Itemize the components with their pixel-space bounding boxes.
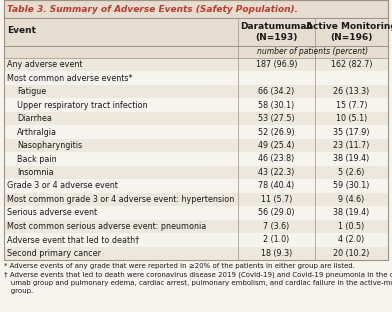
Text: Any adverse event: Any adverse event — [7, 60, 82, 69]
Text: Back pain: Back pain — [17, 154, 56, 163]
Text: Upper respiratory tract infection: Upper respiratory tract infection — [17, 101, 148, 110]
Text: 53 (27.5): 53 (27.5) — [258, 114, 295, 123]
Bar — [4, 139, 388, 152]
Text: † Adverse events that led to death were coronavirus disease 2019 (Covid-19) and : † Adverse events that led to death were … — [4, 271, 392, 278]
Text: Serious adverse event: Serious adverse event — [7, 208, 97, 217]
Bar — [4, 0, 388, 18]
Text: 46 (23.8): 46 (23.8) — [258, 154, 295, 163]
Text: 162 (82.7): 162 (82.7) — [331, 60, 372, 69]
Text: 2 (1.0): 2 (1.0) — [263, 235, 290, 244]
Bar — [4, 152, 388, 166]
Text: 187 (96.9): 187 (96.9) — [256, 60, 297, 69]
Text: 49 (25.4): 49 (25.4) — [258, 141, 295, 150]
Text: 35 (17.9): 35 (17.9) — [333, 128, 370, 137]
Bar — [4, 58, 388, 71]
Text: 5 (2.6): 5 (2.6) — [338, 168, 365, 177]
Text: Diarrhea: Diarrhea — [17, 114, 52, 123]
Text: Table 3. Summary of Adverse Events (Safety Population).: Table 3. Summary of Adverse Events (Safe… — [7, 4, 298, 13]
Text: Adverse event that led to death†: Adverse event that led to death† — [7, 235, 139, 244]
Bar — [4, 206, 388, 220]
Bar — [4, 0, 388, 260]
Text: Most common grade 3 or 4 adverse event: hypertension: Most common grade 3 or 4 adverse event: … — [7, 195, 234, 204]
Text: 4 (2.0): 4 (2.0) — [338, 235, 365, 244]
Text: 9 (4.6): 9 (4.6) — [338, 195, 365, 204]
Text: Arthralgia: Arthralgia — [17, 128, 57, 137]
Bar — [4, 18, 388, 46]
Text: Fatigue: Fatigue — [17, 87, 46, 96]
Text: Nasopharyngitis: Nasopharyngitis — [17, 141, 82, 150]
Text: number of patients (percent): number of patients (percent) — [258, 47, 368, 56]
Text: 43 (22.3): 43 (22.3) — [258, 168, 295, 177]
Text: 38 (19.4): 38 (19.4) — [333, 154, 370, 163]
Bar — [4, 166, 388, 179]
Bar — [4, 193, 388, 206]
Text: 59 (30.1): 59 (30.1) — [333, 182, 370, 190]
Text: Most common serious adverse event: pneumonia: Most common serious adverse event: pneum… — [7, 222, 206, 231]
Text: Event: Event — [7, 26, 36, 35]
Text: Second primary cancer: Second primary cancer — [7, 249, 101, 258]
Text: Daratumumab
(N=193): Daratumumab (N=193) — [240, 22, 313, 42]
Text: 38 (19.4): 38 (19.4) — [333, 208, 370, 217]
Bar — [4, 246, 388, 260]
Text: 23 (11.7): 23 (11.7) — [333, 141, 370, 150]
Text: 10 (5.1): 10 (5.1) — [336, 114, 367, 123]
Text: * Adverse events of any grade that were reported in ≥20% of the patients in eith: * Adverse events of any grade that were … — [4, 263, 355, 269]
Text: Grade 3 or 4 adverse event: Grade 3 or 4 adverse event — [7, 182, 118, 190]
Text: 78 (40.4): 78 (40.4) — [258, 182, 295, 190]
Text: 58 (30.1): 58 (30.1) — [258, 101, 295, 110]
Text: umab group and pulmonary edema, cardiac arrest, pulmonary embolism, and cardiac : umab group and pulmonary edema, cardiac … — [4, 280, 392, 286]
Bar — [4, 179, 388, 193]
Text: 56 (29.0): 56 (29.0) — [258, 208, 295, 217]
Text: 52 (26.9): 52 (26.9) — [258, 128, 295, 137]
Bar — [4, 125, 388, 139]
Text: group.: group. — [4, 289, 33, 295]
Text: 15 (7.7): 15 (7.7) — [336, 101, 367, 110]
Text: 7 (3.6): 7 (3.6) — [263, 222, 290, 231]
Text: 11 (5.7): 11 (5.7) — [261, 195, 292, 204]
Text: 66 (34.2): 66 (34.2) — [258, 87, 295, 96]
Text: 1 (0.5): 1 (0.5) — [338, 222, 365, 231]
Bar — [4, 85, 388, 98]
Text: 26 (13.3): 26 (13.3) — [333, 87, 370, 96]
Bar — [4, 46, 388, 58]
Bar — [4, 112, 388, 125]
Text: 18 (9.3): 18 (9.3) — [261, 249, 292, 258]
Bar — [4, 71, 388, 85]
Text: 20 (10.2): 20 (10.2) — [333, 249, 370, 258]
Bar — [4, 98, 388, 112]
Bar — [4, 220, 388, 233]
Bar — [4, 233, 388, 246]
Text: Insomnia: Insomnia — [17, 168, 54, 177]
Text: Most common adverse events*: Most common adverse events* — [7, 74, 132, 83]
Text: Active Monitoring
(N=196): Active Monitoring (N=196) — [306, 22, 392, 42]
